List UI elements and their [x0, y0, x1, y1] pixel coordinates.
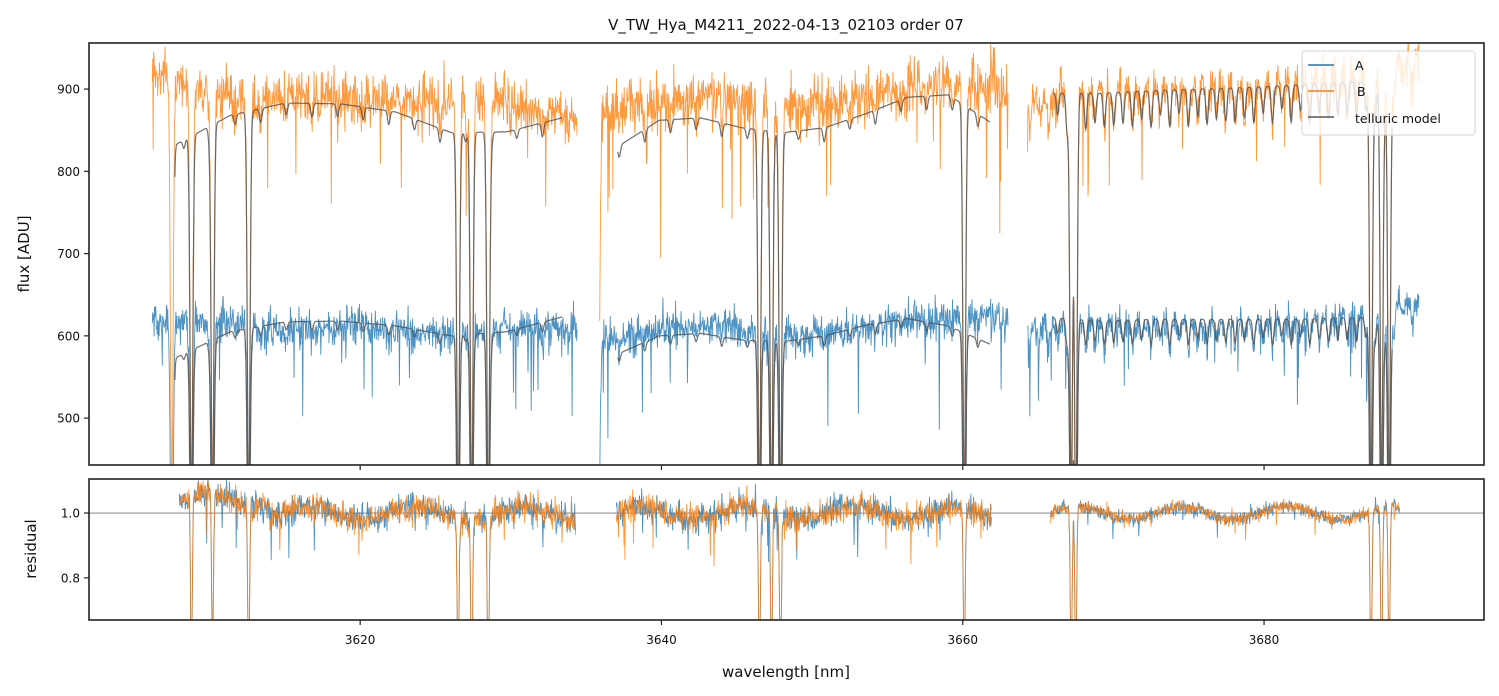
- legend-label-b: B: [1357, 84, 1366, 99]
- x-tick-label: 3680: [1249, 633, 1280, 647]
- telluric-model-a-segment-3: [1053, 316, 1393, 465]
- spectrum-y-axis-label: flux [ADU]: [15, 215, 33, 292]
- legend: A B telluric model: [1301, 50, 1476, 136]
- series-a-segment-2: [599, 294, 1009, 465]
- y-tick-label: 900: [57, 83, 80, 97]
- residual-plot-area: [89, 479, 1484, 620]
- series-b-segment-1: [151, 46, 578, 465]
- y-tick-label: 1.0: [61, 507, 80, 521]
- residual-b-segment-1: [178, 480, 577, 620]
- spectrum-y-ticks: 500 600 700 800 900: [57, 83, 89, 426]
- y-tick-label: 0.8: [61, 571, 80, 585]
- residual-b-segment-2: [615, 485, 992, 620]
- telluric-model-a-segment-1: [174, 316, 563, 465]
- y-tick-label: 500: [57, 412, 80, 426]
- residual-y-axis-label: residual: [22, 519, 40, 578]
- residual-x-ticks: 3620 3640 3660 3680: [345, 620, 1279, 647]
- spectrum-x-ticks: [359, 465, 1265, 470]
- series-a-segment-1: [151, 295, 578, 465]
- x-tick-label: 3640: [646, 633, 677, 647]
- telluric-model-b-segment-1: [174, 102, 562, 465]
- residual-y-ticks: 0.8 1.0: [61, 507, 89, 585]
- x-tick-label: 3660: [947, 633, 978, 647]
- legend-label-a: A: [1355, 58, 1364, 73]
- x-axis-label: wavelength [nm]: [722, 663, 850, 681]
- legend-label-telluric: telluric model: [1355, 111, 1441, 126]
- y-tick-label: 600: [57, 329, 80, 343]
- x-tick-label: 3620: [345, 633, 376, 647]
- y-tick-label: 800: [57, 165, 80, 179]
- spectrum-plot-area: [151, 43, 1420, 465]
- residual-b-segment-3: [1049, 498, 1401, 620]
- telluric-model-a-segment-2: [617, 318, 991, 465]
- chart-title: V_TW_Hya_M4211_2022-04-13_02103 order 07: [608, 16, 964, 35]
- telluric-model-b-segment-3: [1053, 81, 1393, 465]
- residual-panel: 0.8 1.0 3620 3640 3660 3680 residual wavelen…: [22, 478, 1485, 681]
- residual-axes-frame: [88, 478, 1485, 621]
- telluric-model-b-segment-2: [617, 94, 991, 465]
- residual-a-segment-3: [1049, 497, 1401, 620]
- y-tick-label: 700: [57, 247, 80, 261]
- spectrum-panel: 500 600 700 800 900 flux [ADU] A B telluric …: [15, 42, 1485, 470]
- legend-box: [1301, 50, 1476, 136]
- series-b-segment-2: [599, 44, 1009, 465]
